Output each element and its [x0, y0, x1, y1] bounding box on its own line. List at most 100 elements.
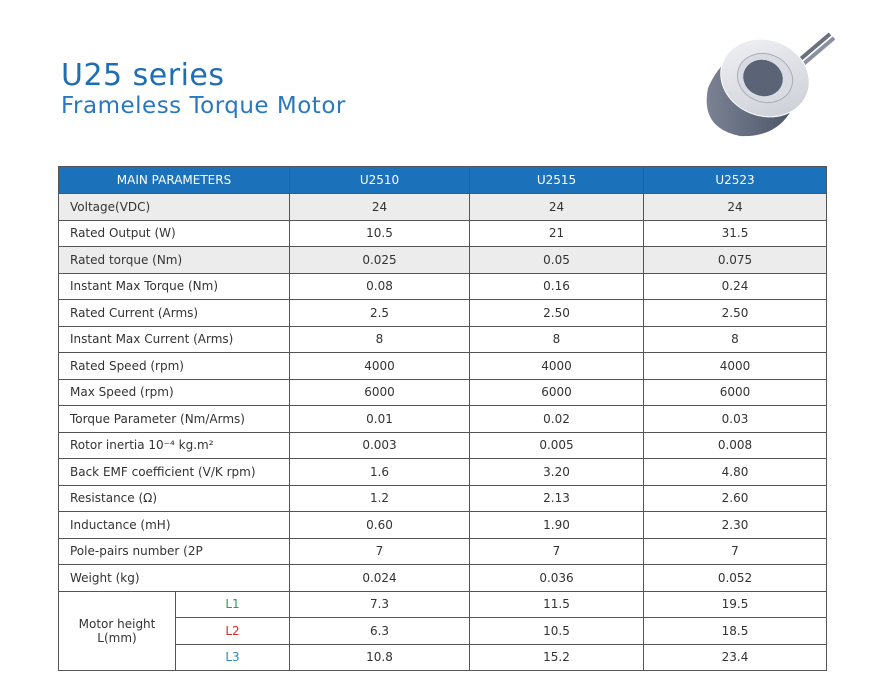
parameter-value: 0.01: [289, 405, 470, 433]
table-row: Rotor inertia 10⁻⁴ kg.m² 0.003 0.005 0.008: [58, 431, 827, 459]
parameter-value: 18.5: [643, 617, 827, 645]
parameter-value: 6000: [289, 378, 470, 406]
parameter-value: 19.5: [643, 590, 827, 618]
parameter-value: 2.50: [469, 299, 644, 327]
parameter-value: 24: [289, 193, 470, 221]
parameter-label: Max Speed (rpm): [58, 378, 290, 406]
parameter-value: 21: [469, 219, 644, 247]
motor-height-label: Motor height L(mm): [58, 590, 176, 671]
parameter-value: 2.50: [643, 299, 827, 327]
parameter-value: 11.5: [469, 590, 644, 618]
parameter-value: 6.3: [289, 617, 470, 645]
table-row: Weight (kg) 0.024 0.036 0.052: [58, 564, 827, 592]
parameter-label: Torque Parameter (Nm/Arms): [58, 405, 290, 433]
parameter-value: 2.30: [643, 511, 827, 539]
parameter-value: 6000: [469, 378, 644, 406]
parameter-value: 0.003: [289, 431, 470, 459]
parameter-value: 24: [643, 193, 827, 221]
parameter-value: 4000: [289, 352, 470, 380]
table-header-row: MAIN PARAMETERS U2510 U2515 U2523: [58, 166, 827, 194]
parameters-table: MAIN PARAMETERS U2510 U2515 U2523 Voltag…: [58, 166, 827, 671]
height-sub-label: L3: [175, 643, 290, 671]
parameter-value: 7.3: [289, 590, 470, 618]
parameter-value: 8: [643, 325, 827, 353]
parameter-label: Resistance (Ω): [58, 484, 290, 512]
parameter-value: 0.16: [469, 272, 644, 300]
parameter-label: Pole-pairs number (2P: [58, 537, 290, 565]
parameter-value: 7: [643, 537, 827, 565]
height-sub-label: L1: [175, 590, 290, 618]
parameter-value: 7: [469, 537, 644, 565]
parameter-value: 7: [289, 537, 470, 565]
parameter-label: Instant Max Current (Arms): [58, 325, 290, 353]
table-row: Pole-pairs number (2P 7 7 7: [58, 537, 827, 565]
height-sub-label: L2: [175, 617, 290, 645]
product-subtitle: Frameless Torque Motor: [61, 93, 346, 119]
table-row: Inductance (mH) 0.60 1.90 2.30: [58, 511, 827, 539]
table-row: L3 10.8 15.2 23.4: [59, 643, 827, 671]
parameter-value: 0.024: [289, 564, 470, 592]
table-row: Voltage(VDC) 24 24 24: [58, 193, 827, 221]
parameter-value: 10.5: [469, 617, 644, 645]
parameter-value: 10.8: [289, 643, 470, 671]
parameter-value: 2.5: [289, 299, 470, 327]
table-row: Rated Output (W) 10.5 21 31.5: [58, 219, 827, 247]
parameter-value: 23.4: [643, 643, 827, 671]
parameter-value: 8: [289, 325, 470, 353]
parameter-label: Rated torque (Nm): [58, 246, 290, 274]
parameter-value: 0.08: [289, 272, 470, 300]
series-title: U25 series: [61, 58, 225, 93]
parameter-label: Rated Speed (rpm): [58, 352, 290, 380]
parameter-value: 6000: [643, 378, 827, 406]
table-row: Rated Speed (rpm) 4000 4000 4000: [58, 352, 827, 380]
table-row: Torque Parameter (Nm/Arms) 0.01 0.02 0.03: [58, 405, 827, 433]
parameter-value: 0.05: [469, 246, 644, 274]
parameter-value: 1.2: [289, 484, 470, 512]
parameter-label: Rotor inertia 10⁻⁴ kg.m²: [58, 431, 290, 459]
parameter-label: Rated Output (W): [58, 219, 290, 247]
parameter-label: Back EMF coefficient (V/K rpm): [58, 458, 290, 486]
parameter-value: 4.80: [643, 458, 827, 486]
parameter-value: 2.13: [469, 484, 644, 512]
parameter-value: 4000: [469, 352, 644, 380]
parameter-label: Inductance (mH): [58, 511, 290, 539]
column-header: U2510: [289, 166, 470, 194]
table-row: Instant Max Torque (Nm) 0.08 0.16 0.24: [58, 272, 827, 300]
table-row: L2 6.3 10.5 18.5: [59, 617, 827, 645]
parameter-value: 0.24: [643, 272, 827, 300]
table-row: Rated torque (Nm) 0.025 0.05 0.075: [58, 246, 827, 274]
column-header: MAIN PARAMETERS: [58, 166, 290, 194]
table-row: Max Speed (rpm) 6000 6000 6000: [58, 378, 827, 406]
parameter-value: 0.025: [289, 246, 470, 274]
parameter-value: 0.075: [643, 246, 827, 274]
table-row: Resistance (Ω) 1.2 2.13 2.60: [58, 484, 827, 512]
parameter-value: 8: [469, 325, 644, 353]
table-row: Motor height L(mm) L1 7.3 11.5 19.5: [58, 590, 827, 671]
parameter-value: 0.60: [289, 511, 470, 539]
parameter-value: 0.03: [643, 405, 827, 433]
parameter-value: 0.008: [643, 431, 827, 459]
table-row: Instant Max Current (Arms) 8 8 8: [58, 325, 827, 353]
parameter-value: 0.052: [643, 564, 827, 592]
parameter-value: 4000: [643, 352, 827, 380]
table-row: Rated Current (Arms) 2.5 2.50 2.50: [58, 299, 827, 327]
parameter-value: 24: [469, 193, 644, 221]
column-header: U2515: [469, 166, 644, 194]
parameter-value: 1.90: [469, 511, 644, 539]
parameter-value: 2.60: [643, 484, 827, 512]
parameter-value: 3.20: [469, 458, 644, 486]
parameter-value: 15.2: [469, 643, 644, 671]
motor-image: [706, 32, 836, 137]
parameter-value: 0.036: [469, 564, 644, 592]
parameter-value: 0.005: [469, 431, 644, 459]
parameter-value: 31.5: [643, 219, 827, 247]
parameter-label: Rated Current (Arms): [58, 299, 290, 327]
parameter-label: Weight (kg): [58, 564, 290, 592]
parameter-value: 0.02: [469, 405, 644, 433]
parameter-value: 1.6: [289, 458, 470, 486]
parameter-value: 10.5: [289, 219, 470, 247]
column-header: U2523: [643, 166, 827, 194]
parameter-label: Instant Max Torque (Nm): [58, 272, 290, 300]
parameter-label: Voltage(VDC): [58, 193, 290, 221]
